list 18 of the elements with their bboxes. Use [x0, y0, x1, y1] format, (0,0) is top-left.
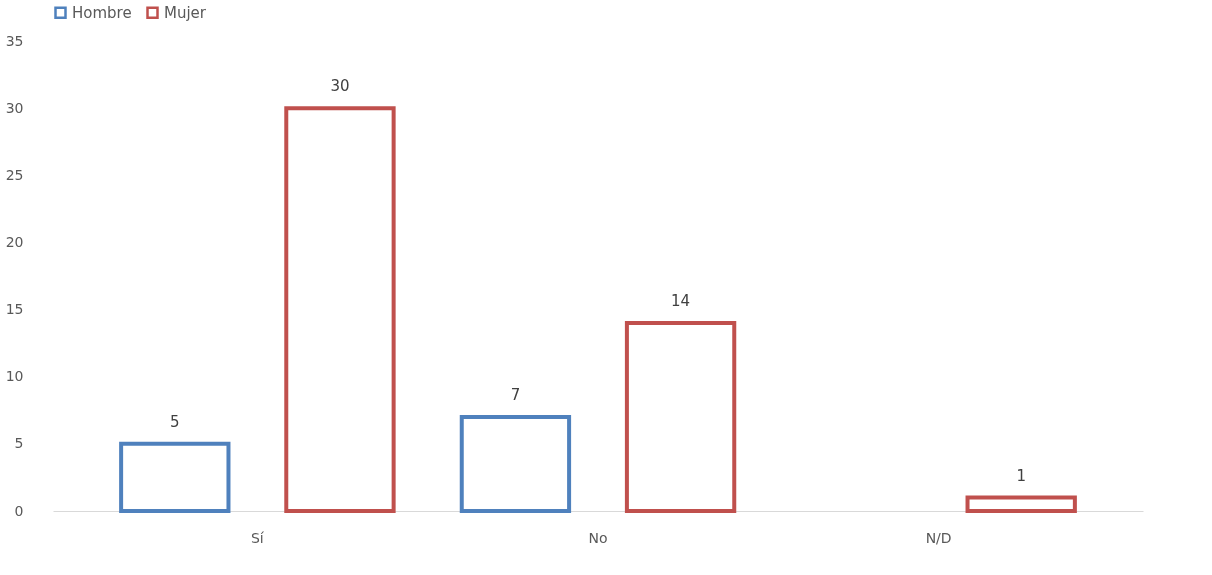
y-tick-label: 25: [5, 166, 24, 183]
y-tick-label: 15: [5, 301, 24, 318]
data-label: 5: [170, 412, 180, 431]
data-label: 7: [510, 386, 521, 404]
data-label: 14: [671, 292, 691, 310]
y-tick-label: 20: [5, 233, 24, 250]
legend-label: Mujer: [164, 3, 207, 22]
x-tick-label: N/D: [925, 529, 952, 546]
y-tick-label: 5: [14, 435, 24, 452]
data-label: 1: [1016, 466, 1026, 485]
y-tick-label: 35: [5, 32, 24, 49]
x-tick-label: No: [588, 529, 608, 546]
legend-label: Hombre: [72, 3, 132, 22]
y-tick-label: 30: [5, 99, 24, 116]
x-tick-label: Sí: [250, 529, 265, 546]
y-tick-label: 0: [14, 502, 24, 519]
y-tick-label: 10: [5, 368, 24, 385]
data-label: 30: [330, 77, 350, 96]
